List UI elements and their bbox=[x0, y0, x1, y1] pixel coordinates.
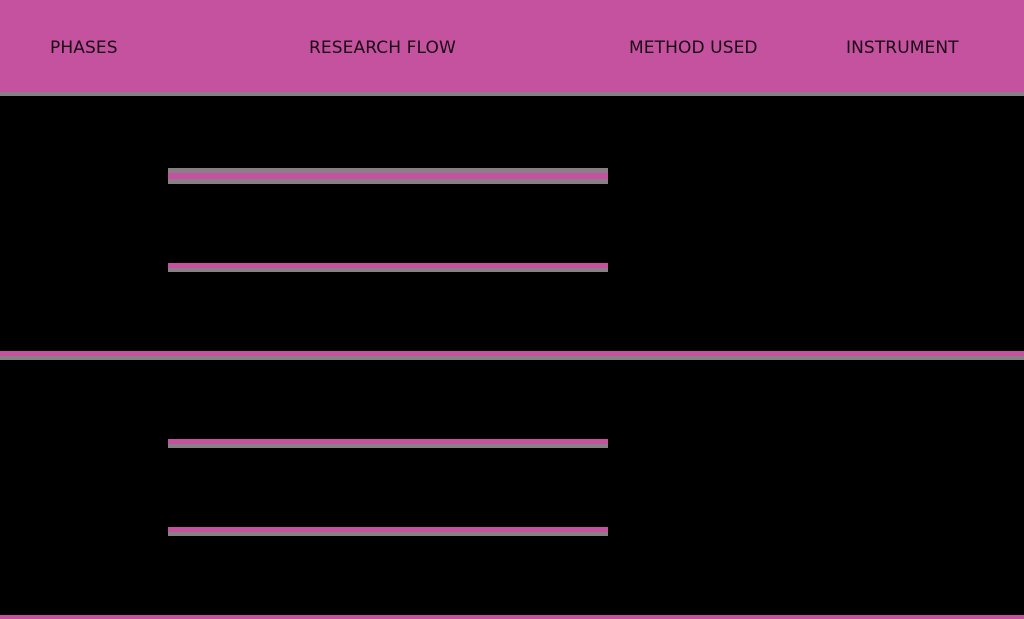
flow-connector-4 bbox=[168, 527, 608, 536]
header-divider bbox=[0, 92, 1024, 96]
flow-connector-3 bbox=[168, 439, 608, 448]
flow-connector-1 bbox=[168, 168, 608, 184]
phase-divider bbox=[0, 351, 1024, 360]
table-bottom-border bbox=[0, 615, 1024, 619]
table-header: PHASES RESEARCH FLOW METHOD USED INSTRUM… bbox=[0, 0, 1024, 92]
column-header-phases: PHASES bbox=[50, 38, 118, 58]
column-header-instrument: INSTRUMENT bbox=[846, 38, 959, 58]
flow-connector-2 bbox=[168, 263, 608, 272]
column-header-research-flow: RESEARCH FLOW bbox=[309, 38, 456, 58]
column-header-method-used: METHOD USED bbox=[629, 38, 758, 58]
